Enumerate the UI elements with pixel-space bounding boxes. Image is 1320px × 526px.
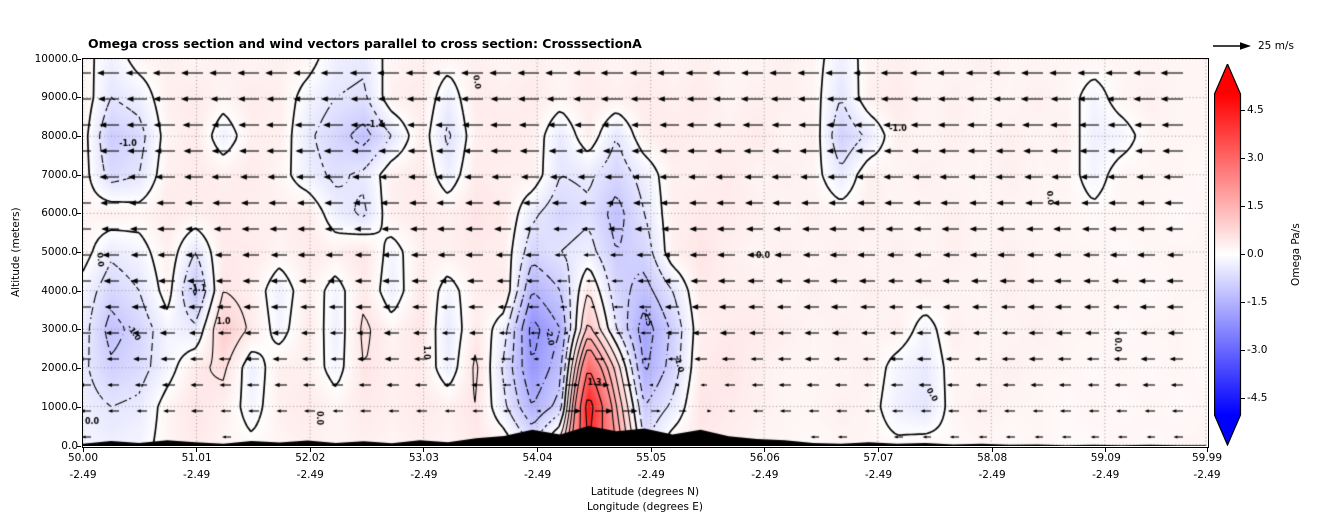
x-tick-longitude: -2.49 — [410, 469, 438, 481]
x-tick-latitude: 54.04 — [522, 452, 553, 464]
x-tick-mark — [991, 448, 993, 452]
colorbar-tick: -1.5 — [1247, 296, 1268, 309]
y-tick: 7000.0 — [41, 168, 78, 181]
colorbar: Omega Pa/s -4.5 -3.0 -1.5 0.0 1.5 3.0 4.5 — [1213, 62, 1320, 447]
x-tick-latitude: 56.06 — [749, 452, 780, 464]
plot-canvas — [83, 59, 1207, 446]
x-tick-longitude: -2.49 — [69, 469, 97, 481]
x-tick-mark — [423, 448, 425, 452]
x-tick-mark — [877, 448, 879, 452]
x-axis-label-longitude: Longitude (degrees E) — [587, 501, 703, 513]
y-tick-mark — [77, 174, 81, 176]
x-tick-mark — [537, 448, 539, 452]
y-tick-mark — [77, 58, 81, 60]
y-tick: 10000.0 — [34, 52, 78, 65]
x-tick-mark — [764, 448, 766, 452]
colorbar-tick: 4.5 — [1247, 103, 1264, 116]
x-tick-longitude: -2.49 — [1193, 469, 1221, 481]
x-axis-label-latitude: Latitude (degrees N) — [590, 486, 700, 498]
x-tick-latitude: 55.05 — [636, 452, 667, 464]
y-tick-mark — [77, 213, 81, 215]
colorbar-gradient — [1213, 62, 1242, 447]
y-tick-mark — [77, 97, 81, 99]
x-tick-mark — [196, 448, 198, 452]
x-tick-latitude: 50.00 — [67, 452, 99, 464]
y-tick: 0.0 — [61, 439, 78, 452]
y-tick: 6000.0 — [41, 207, 78, 220]
colorbar-tick-mark — [1241, 350, 1245, 352]
colorbar-tick-mark — [1241, 109, 1245, 111]
x-tick-mark — [82, 448, 84, 452]
x-tick-longitude: -2.49 — [637, 469, 665, 481]
x-tick-longitude: -2.49 — [523, 469, 552, 481]
y-tick-mark — [77, 368, 81, 370]
x-tick-latitude: 59.99 — [1191, 452, 1223, 464]
x-tick-mark — [309, 448, 311, 452]
x-tick-mark — [650, 448, 652, 452]
y-tick: 1000.0 — [41, 400, 78, 413]
colorbar-tick: 3.0 — [1247, 151, 1264, 164]
y-tick: 8000.0 — [41, 129, 78, 142]
colorbar-tick-mark — [1241, 205, 1245, 207]
y-tick-mark — [77, 329, 81, 331]
x-tick-latitude: 57.07 — [863, 452, 894, 464]
colorbar-label: Omega Pa/s — [1290, 223, 1302, 286]
y-tick-mark — [77, 135, 81, 137]
colorbar-tick-mark — [1241, 157, 1245, 159]
y-tick: 3000.0 — [41, 323, 78, 336]
y-tick: 5000.0 — [41, 246, 78, 258]
x-tick-longitude: -2.49 — [864, 469, 893, 481]
reference-vector-label: 25 m/s — [1258, 40, 1294, 52]
y-tick-mark — [77, 290, 81, 292]
x-tick-latitude: 52.02 — [295, 452, 326, 464]
x-tick-latitude: 59.09 — [1090, 452, 1121, 464]
x-tick-longitude: -2.49 — [183, 469, 211, 481]
title-line-1: Omega cross section and wind vectors par… — [88, 36, 642, 51]
x-tick-longitude: -2.49 — [296, 469, 324, 481]
colorbar-tick: -4.5 — [1247, 392, 1268, 405]
y-tick-mark — [77, 252, 81, 253]
colorbar-tick-mark — [1241, 398, 1245, 400]
y-tick-mark — [77, 406, 81, 408]
reference-vector: 25 m/s — [1212, 40, 1294, 52]
colorbar-tick: 1.5 — [1247, 199, 1264, 212]
x-tick-longitude: -2.49 — [978, 469, 1006, 481]
colorbar-tick-mark — [1241, 302, 1245, 304]
y-tick: 2000.0 — [41, 362, 78, 375]
colorbar-tick-mark — [1241, 254, 1245, 255]
x-tick-mark — [1206, 448, 1208, 452]
x-tick-mark — [1105, 448, 1107, 452]
reference-arrow-icon — [1213, 42, 1251, 50]
y-tick: 9000.0 — [41, 91, 78, 104]
x-tick-latitude: 51.01 — [181, 452, 212, 464]
colorbar-tick: 0.0 — [1247, 248, 1264, 260]
x-tick-latitude: 53.03 — [408, 452, 439, 464]
x-tick-longitude: -2.49 — [1092, 469, 1120, 481]
y-tick-mark — [77, 445, 81, 447]
colorbar-tick: -3.0 — [1247, 344, 1268, 357]
x-tick-latitude: 58.08 — [977, 452, 1008, 464]
x-tick-longitude: -2.49 — [751, 469, 779, 481]
y-tick: 4000.0 — [41, 284, 78, 297]
